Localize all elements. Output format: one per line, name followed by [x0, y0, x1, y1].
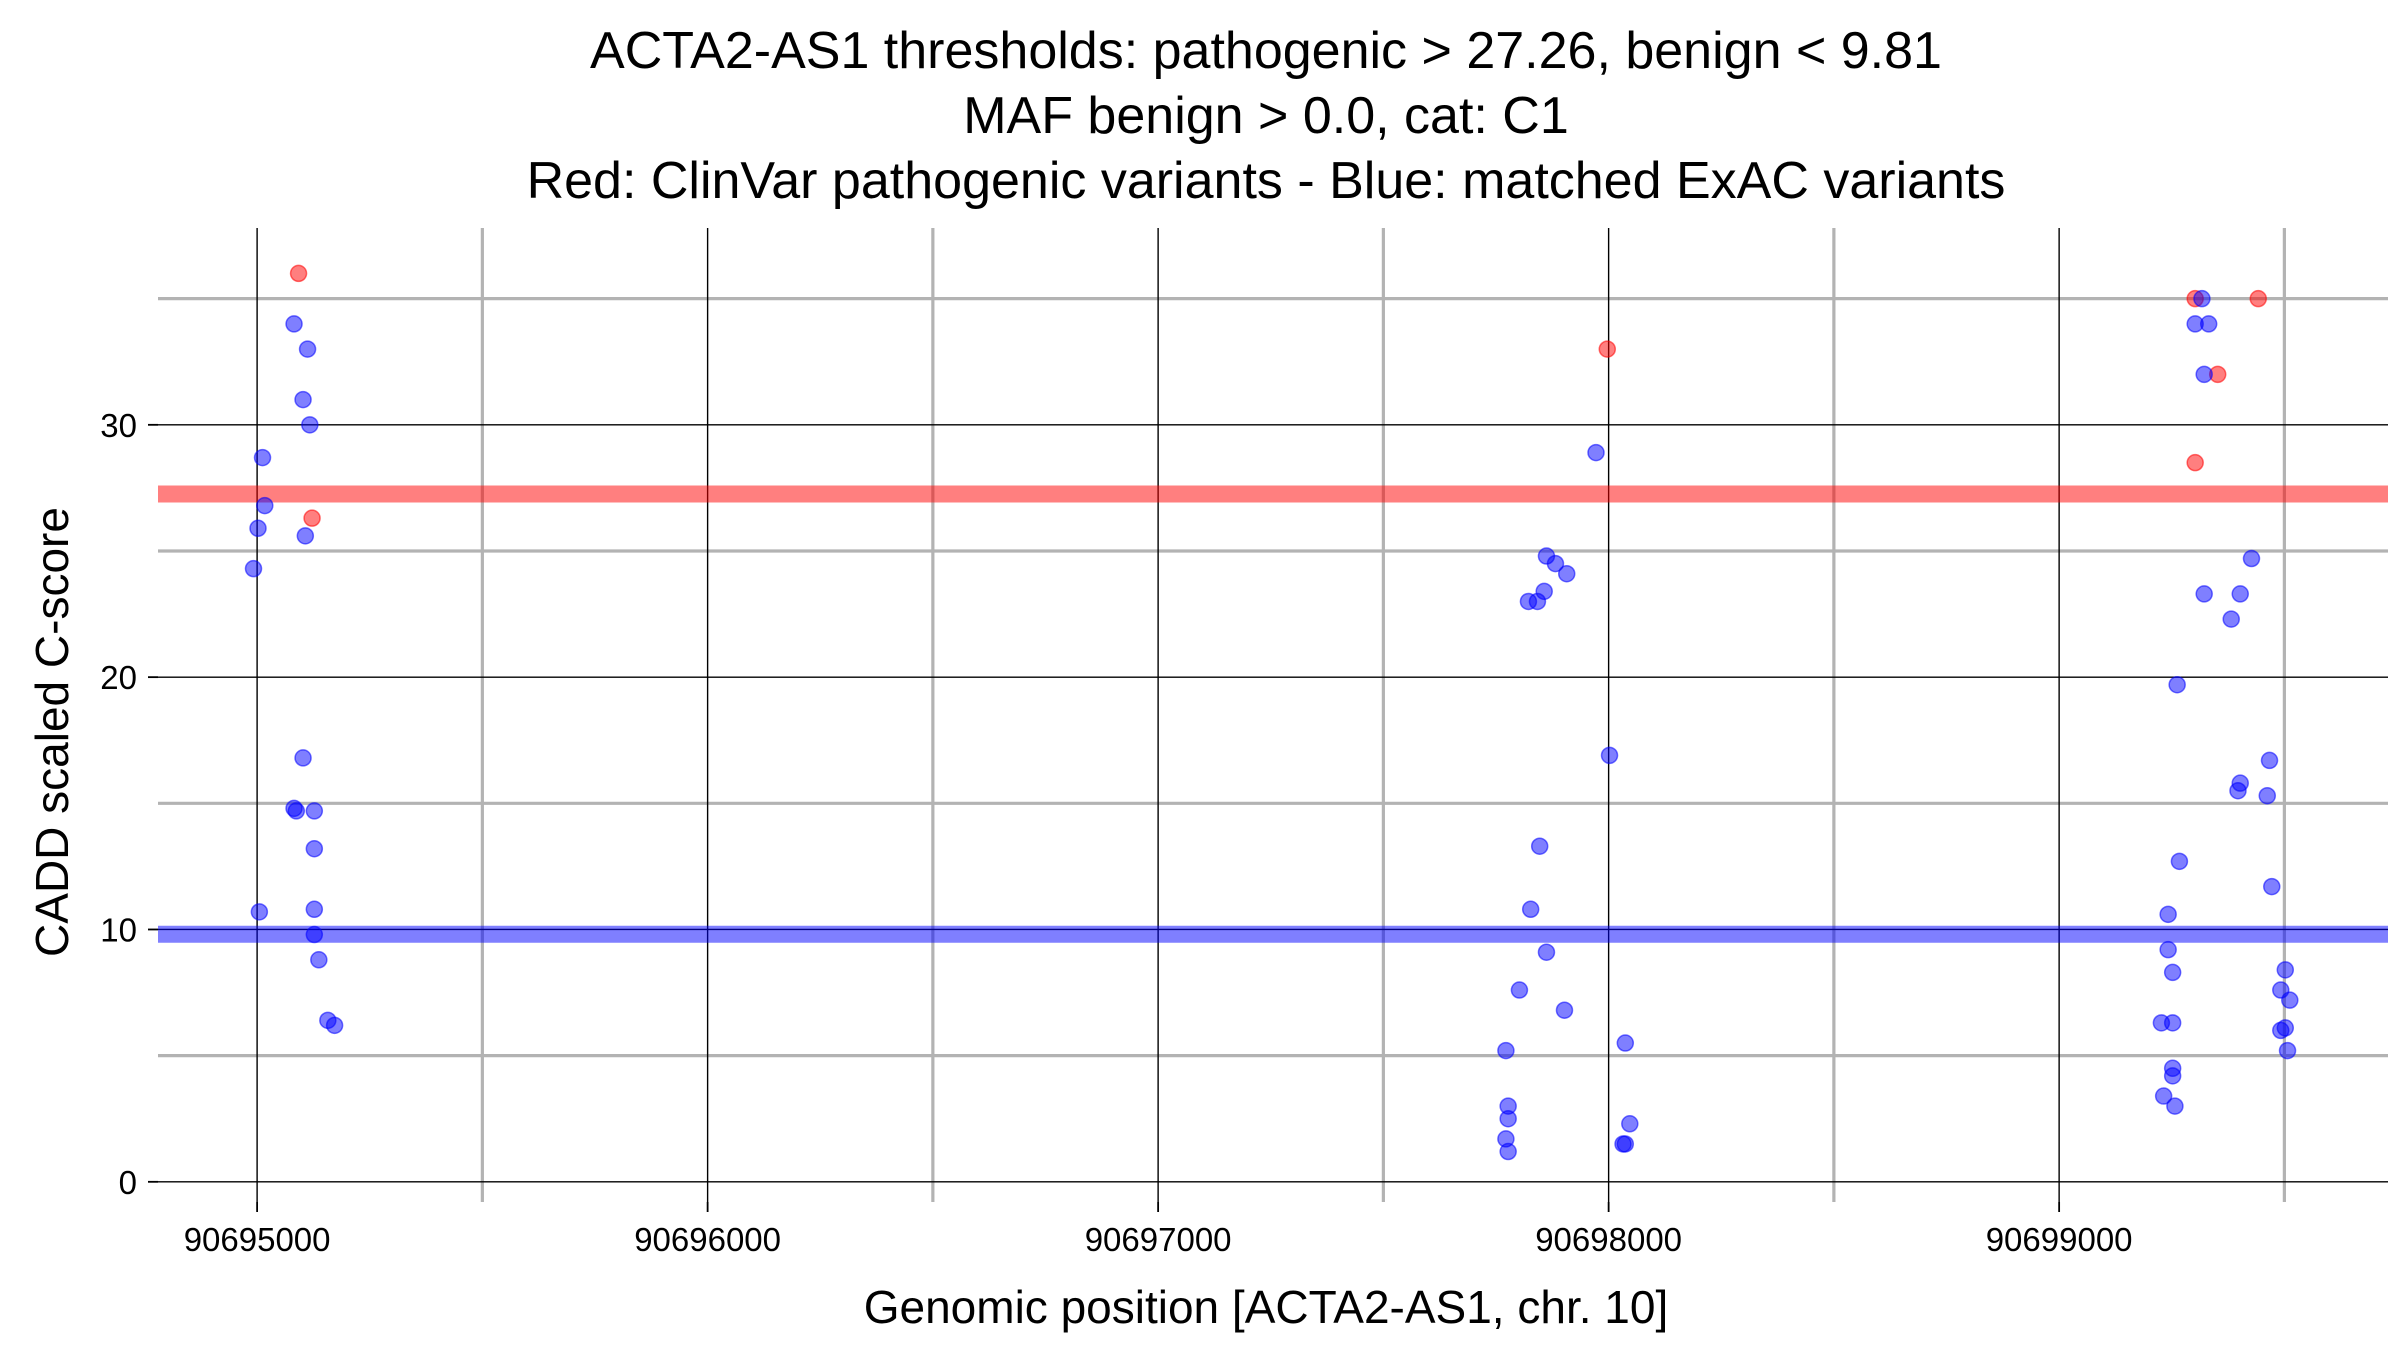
data-points: [244, 264, 2299, 1161]
title-line-2: MAF benign > 0.0, cat: C1: [963, 87, 1569, 145]
exac-point: [2154, 1087, 2173, 1105]
exac-point: [1497, 1041, 1515, 1060]
exac-point: [2242, 549, 2261, 568]
exac-point: [2231, 585, 2249, 603]
exac-point: [1600, 746, 1619, 765]
x-tick-label: 90698000: [1535, 1221, 1682, 1258]
exac-point: [1537, 943, 1556, 961]
exac-point: [253, 448, 272, 467]
y-tick-label: 10: [100, 911, 137, 948]
exac-point: [294, 749, 312, 767]
exac-point: [2258, 786, 2277, 805]
exac-point: [2278, 1041, 2297, 1060]
exac-point: [2166, 1097, 2184, 1115]
exac-point: [2276, 1019, 2295, 1037]
clinvar-point: [1598, 340, 1617, 358]
exac-point: [1530, 837, 1549, 855]
exac-point: [305, 900, 324, 919]
exac-point: [305, 925, 324, 944]
exac-point: [2199, 315, 2218, 333]
y-axis-title: CADD scaled C-score: [26, 507, 78, 957]
exac-point: [1521, 900, 1540, 919]
exac-point: [298, 340, 317, 358]
exac-point: [1528, 592, 1547, 611]
exac-point: [294, 390, 312, 409]
exac-point: [2229, 781, 2247, 800]
clinvar-point: [303, 509, 321, 527]
exac-point: [296, 527, 315, 545]
exac-point: [2222, 610, 2240, 628]
exac-point: [2159, 940, 2177, 959]
exac-point: [287, 802, 306, 820]
x-axis-title: Genomic position [ACTA2-AS1, chr. 10]: [864, 1281, 1669, 1333]
exac-point: [249, 519, 267, 538]
exac-point: [2170, 852, 2189, 871]
exac-point: [285, 315, 303, 333]
exac-point: [2163, 963, 2182, 982]
exac-point: [2195, 365, 2213, 384]
exac-point: [1499, 1142, 1517, 1161]
clinvar-point: [289, 264, 308, 283]
exac-point: [1555, 1001, 1574, 1019]
y-tick-label: 0: [119, 1164, 137, 1201]
exac-point: [305, 802, 324, 820]
exac-point: [2195, 585, 2213, 603]
axes: 90695000 90696000 90697000 90698000 90699000…: [100, 407, 2132, 1258]
exac-point: [301, 416, 319, 434]
exac-point: [1587, 443, 1605, 462]
exac-point: [1499, 1109, 1517, 1128]
threshold-lines: [158, 485, 2388, 943]
x-tick-label: 90695000: [184, 1221, 331, 1258]
exac-point: [325, 1016, 344, 1035]
exac-point: [244, 559, 263, 578]
x-tick-label: 90699000: [1986, 1221, 2133, 1258]
exac-point: [1616, 1135, 1635, 1153]
exac-point: [1616, 1034, 1635, 1052]
y-tick-label: 20: [100, 659, 137, 696]
clinvar-point: [2249, 289, 2268, 308]
exac-point: [310, 951, 328, 969]
clinvar-point: [2186, 453, 2204, 472]
x-tick-label: 90697000: [1085, 1221, 1232, 1258]
exac-point: [2260, 751, 2279, 770]
exac-point: [2163, 1067, 2182, 1085]
exac-point: [1510, 981, 1529, 999]
exac-point: [1546, 554, 1565, 573]
exac-point: [256, 496, 274, 515]
grid: [158, 228, 2388, 1202]
y-tick-label: 30: [100, 407, 137, 444]
exac-point: [305, 839, 324, 858]
x-tick-label: 90696000: [634, 1221, 781, 1258]
title-line-1: ACTA2-AS1 thresholds: pathogenic > 27.26…: [590, 22, 1942, 80]
exac-point: [2263, 877, 2281, 896]
exac-point: [2281, 991, 2299, 1009]
exac-point: [2163, 1014, 2182, 1032]
exac-point: [2159, 905, 2177, 924]
exac-point: [1557, 564, 1576, 583]
title-line-3: Red: ClinVar pathogenic variants - Blue:…: [527, 152, 2006, 210]
chart-title: ACTA2-AS1 thresholds: pathogenic > 27.26…: [527, 22, 2006, 210]
exac-point: [2168, 675, 2186, 694]
exac-point: [2276, 961, 2295, 979]
exac-point: [250, 903, 269, 921]
exac-point: [1621, 1115, 1639, 1133]
exac-point: [2193, 289, 2211, 308]
